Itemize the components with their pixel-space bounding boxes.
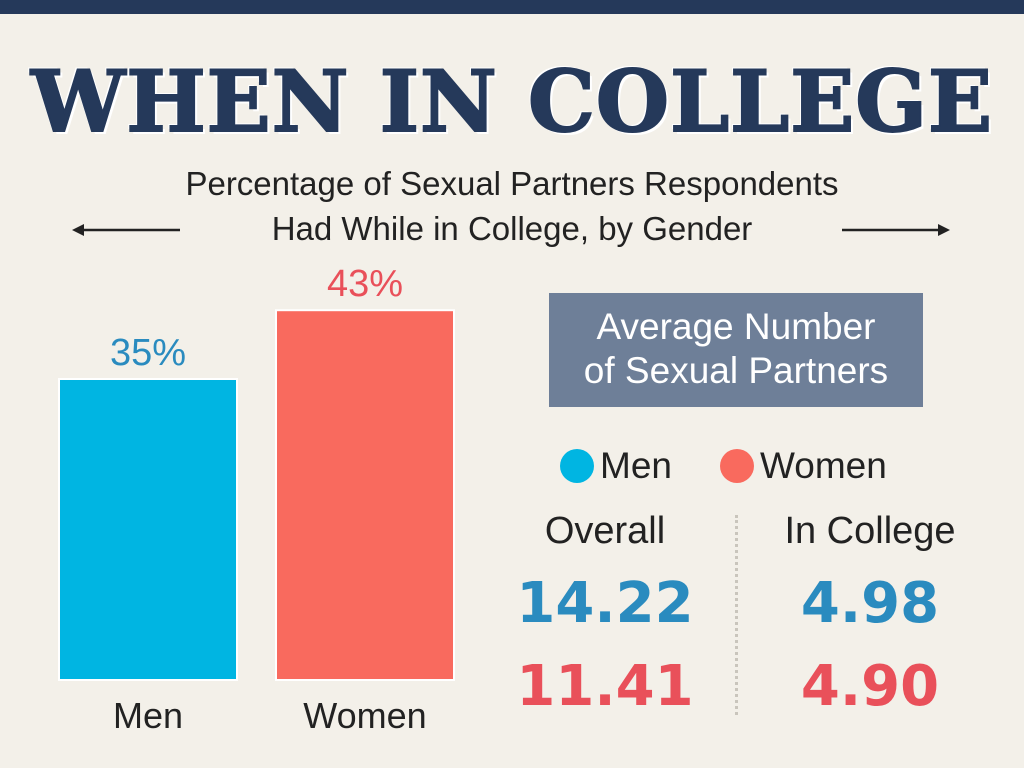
legend-label-women: Women [760,445,887,486]
chart-subtitle-line1: Percentage of Sexual Partners Respondent… [185,165,839,202]
bar-men [58,378,238,681]
average-header-line1: Average Number [596,306,876,347]
women-overall-value: 11.41 [516,654,694,719]
column-header-in-college: In College [784,510,956,552]
page-title: WHEN IN COLLEGE [30,52,993,151]
legend-item-women: Women [720,444,887,488]
legend-label-men: Men [600,445,672,486]
legend-item-men: Men [560,444,672,488]
bar-value-label-men: 35% [110,332,186,374]
legend-dot-men-icon [560,449,594,483]
left-arrow-icon [72,224,180,236]
legend-dot-women-icon [720,449,754,483]
category-label-women: Women [303,695,426,736]
gender-bar-chart: 35% Men 43% Women [58,263,455,736]
men-in-college-value: 4.98 [800,571,940,636]
women-in-college-value: 4.90 [800,654,940,719]
column-header-overall: Overall [544,510,666,552]
bar-women [275,309,455,681]
top-border-bar [0,0,1024,14]
chart-subtitle-line2: Had While in College, by Gender [271,210,753,247]
category-label-men: Men [113,695,183,736]
right-arrow-icon [842,224,950,236]
average-partners-header: Average Number of Sexual Partners [549,293,923,407]
men-overall-value: 14.22 [516,571,694,636]
average-header-line2: of Sexual Partners [583,350,889,391]
bar-value-label-women: 43% [327,263,403,305]
column-divider [735,515,738,715]
